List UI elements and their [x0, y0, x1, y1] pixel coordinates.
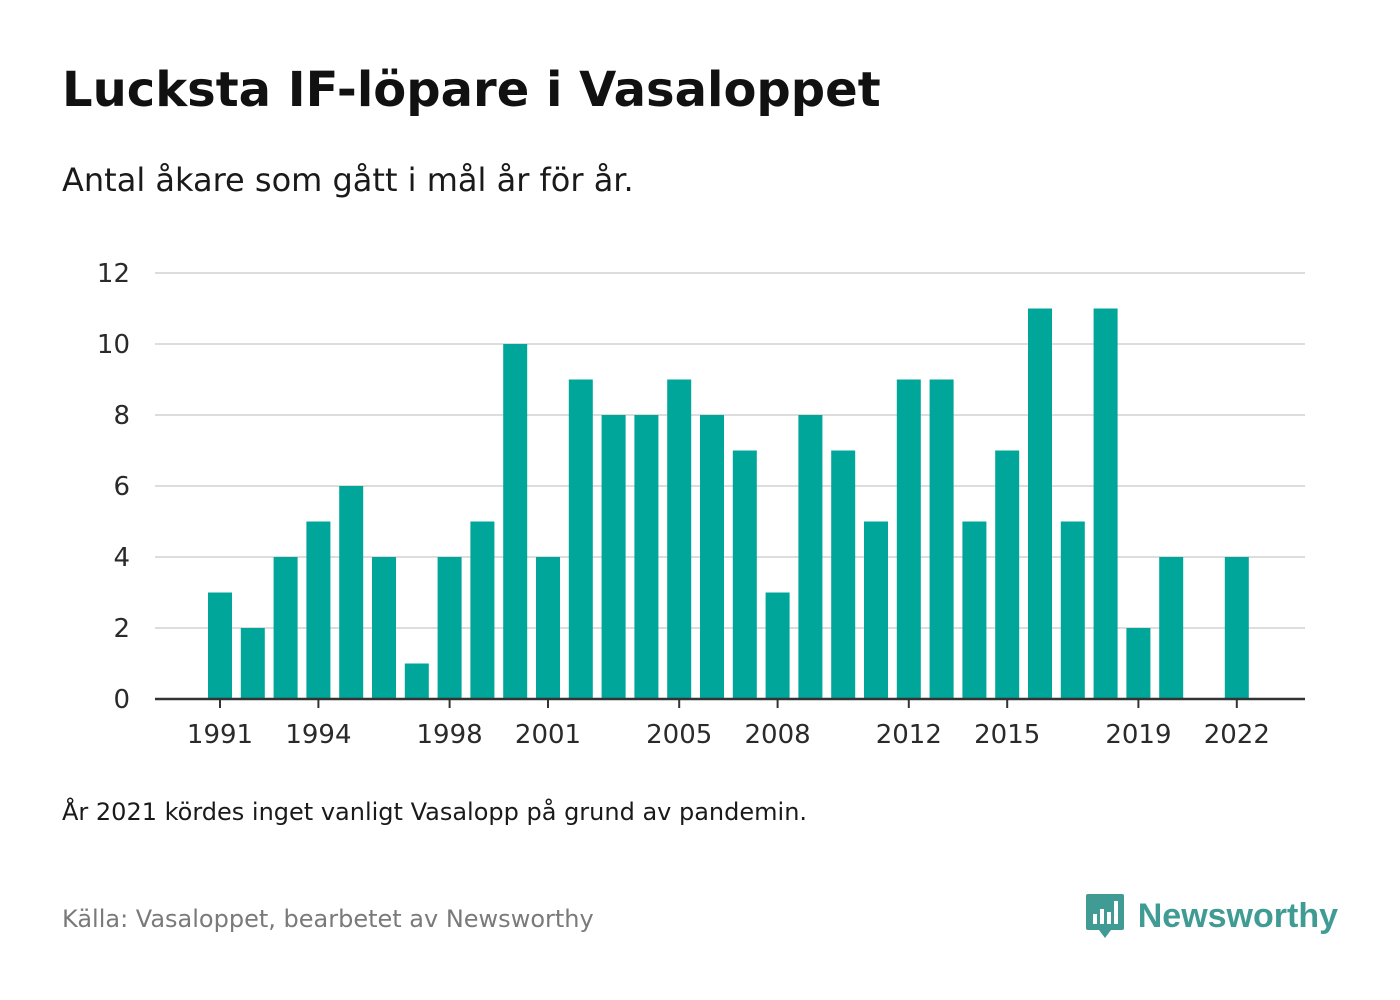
x-tick-label: 1994 — [285, 720, 351, 750]
chart-area: 0 2 4 6 8 10 12 1991 1994 1998 2001 2005 2008 2012 201… — [0, 240, 1400, 780]
bar-1998 — [437, 557, 462, 699]
bar-2020 — [1159, 557, 1184, 699]
y-tick-label: 10 — [97, 330, 130, 360]
chart-title: Lucksta IF-löpare i Vasaloppet — [62, 62, 881, 118]
source-note: Källa: Vasaloppet, bearbetet av Newswort… — [62, 905, 594, 933]
bar-1991 — [208, 592, 232, 699]
bar-2011 — [864, 521, 888, 699]
y-tick-label: 0 — [113, 685, 130, 715]
y-tick-label: 12 — [97, 259, 130, 289]
bar-2019 — [1126, 628, 1151, 699]
bar-2010 — [831, 450, 856, 699]
bar-2004 — [634, 415, 659, 699]
bar-1997 — [404, 663, 429, 699]
chart-subtitle: Antal åkare som gått i mål år för år. — [62, 161, 634, 199]
bar-1992 — [240, 628, 265, 699]
bar-1995 — [339, 486, 364, 699]
brand: Newsworthy — [1084, 892, 1338, 940]
bar-2015 — [995, 450, 1020, 699]
x-tick-label: 1998 — [417, 720, 483, 750]
bar-1994 — [306, 521, 331, 699]
y-tick-label: 2 — [113, 614, 130, 644]
x-tick-label: 1991 — [187, 720, 253, 750]
bar-2013 — [929, 379, 954, 699]
y-tick-label: 8 — [113, 401, 130, 431]
bar-2002 — [568, 379, 593, 699]
bar-2016 — [1028, 308, 1052, 699]
bar-1996 — [372, 557, 396, 699]
bar-2006 — [700, 415, 724, 699]
bar-2009 — [798, 415, 823, 699]
bar-2008 — [765, 592, 790, 699]
x-tick-label: 2012 — [876, 720, 942, 750]
bar-2003 — [601, 415, 626, 699]
x-tick-label: 2005 — [646, 720, 712, 750]
bar-1993 — [273, 557, 298, 699]
bar-2005 — [667, 379, 692, 699]
bar-chart: 0 2 4 6 8 10 12 1991 1994 1998 2001 2005 2008 2012 201… — [97, 259, 1305, 750]
x-tick-label: 2008 — [745, 720, 811, 750]
x-tick-label: 2019 — [1105, 720, 1171, 750]
x-tick-label: 2001 — [515, 720, 581, 750]
bar-2001 — [536, 557, 560, 699]
x-tick-label: 2015 — [974, 720, 1040, 750]
bar-1999 — [470, 521, 495, 699]
bar-2014 — [962, 521, 987, 699]
y-tick-label: 6 — [113, 472, 130, 502]
chart-footnote: År 2021 kördes inget vanligt Vasalopp på… — [62, 798, 808, 826]
bar-2012 — [896, 379, 921, 699]
bar-2018 — [1093, 308, 1118, 699]
bar-2007 — [732, 450, 757, 699]
bar-2000 — [503, 344, 528, 699]
brand-name: Newsworthy — [1137, 896, 1338, 935]
y-tick-label: 4 — [113, 543, 130, 573]
bar-2022 — [1224, 557, 1249, 699]
bar-2017 — [1060, 521, 1085, 699]
x-tick-label: 2022 — [1204, 720, 1270, 750]
newsworthy-logo-icon — [1085, 894, 1124, 938]
